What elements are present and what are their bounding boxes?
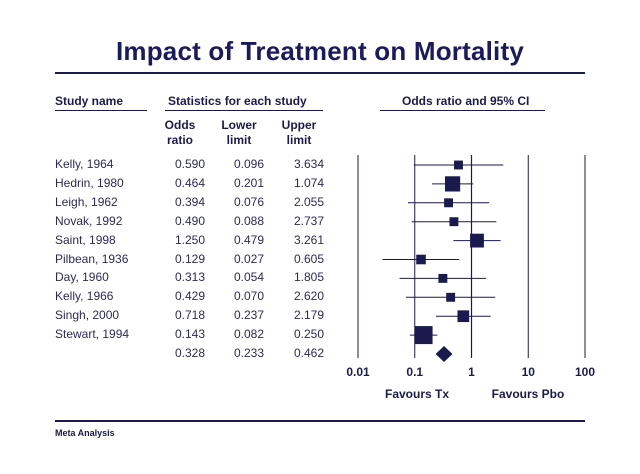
lower-limit-value: 0.088 — [233, 213, 264, 228]
lower-limit-value: 0.233 — [233, 346, 264, 360]
summary-row: 0.328 0.233 0.462 — [0, 346, 340, 365]
lower-limit-value: 0.076 — [233, 194, 264, 209]
study-name: Singh, 2000 — [55, 308, 120, 323]
col-header-odds-ratio-line2: ratio — [166, 133, 193, 147]
odds-ratio-value: 1.250 — [174, 232, 205, 247]
lower-limit-value: 0.054 — [233, 270, 264, 285]
study-row: Pilbean, 1936 0.129 0.027 0.605 — [0, 252, 340, 271]
lower-limit-value: 0.096 — [233, 157, 264, 171]
x-tick-label: 0.1 — [406, 365, 423, 379]
upper-limit-value: 2.179 — [293, 308, 324, 323]
point-estimate-marker — [454, 160, 463, 170]
odds-ratio-value: 0.143 — [174, 327, 205, 342]
x-tick-label: 100 — [575, 365, 595, 379]
point-estimate-marker — [444, 198, 453, 208]
study-name: Stewart, 1994 — [55, 327, 130, 342]
odds-ratio-value: 0.429 — [174, 289, 205, 304]
study-row: Saint, 1998 1.250 0.479 3.261 — [0, 233, 340, 252]
odds-ratio-value: 0.718 — [174, 308, 205, 323]
study-row: Hedrin, 1980 0.464 0.201 1.074 — [0, 176, 340, 195]
study-name: Day, 1960 — [55, 270, 109, 285]
x-tick-label: 1 — [468, 365, 475, 379]
point-estimate-marker — [444, 176, 461, 192]
upper-limit-value: 0.605 — [293, 251, 324, 266]
study-name: Hedrin, 1980 — [55, 175, 124, 190]
odds-ratio-value: 0.129 — [174, 251, 205, 266]
col-header-odds-ratio-line1: Odds — [164, 118, 196, 132]
study-row: Kelly, 1964 0.590 0.096 3.634 — [0, 157, 340, 176]
point-estimate-marker — [416, 254, 426, 265]
favours-pbo-label: Favours Pbo — [492, 387, 565, 401]
footer-label: Meta Analysis — [55, 428, 115, 438]
col-header-odds-ratio: Odds ratio — [155, 118, 205, 148]
footer-rule — [55, 420, 585, 422]
col-header-lower-limit: Lower limit — [214, 118, 264, 148]
lower-limit-value: 0.027 — [233, 251, 264, 266]
odds-ratio-value: 0.394 — [174, 194, 205, 209]
upper-limit-value: 1.805 — [293, 270, 324, 285]
point-estimate-marker — [457, 310, 470, 323]
upper-limit-value: 3.261 — [293, 232, 324, 247]
upper-limit-value: 0.462 — [293, 346, 324, 360]
study-name: Leigh, 1962 — [55, 194, 118, 209]
title-rule — [55, 72, 585, 74]
odds-ratio-value: 0.590 — [174, 157, 205, 171]
upper-limit-value: 2.737 — [293, 213, 324, 228]
study-row: Kelly, 1966 0.429 0.070 2.620 — [0, 289, 340, 308]
lower-limit-value: 0.082 — [233, 327, 264, 342]
study-name: Pilbean, 1936 — [55, 251, 129, 266]
lower-limit-value: 0.237 — [233, 308, 264, 323]
header-statistics: Statistics for each study — [168, 94, 307, 108]
study-name: Novak, 1992 — [55, 213, 123, 228]
header-study-name-underline — [55, 110, 147, 111]
odds-ratio-value: 0.313 — [174, 270, 205, 285]
study-row: Stewart, 1994 0.143 0.082 0.250 — [0, 327, 340, 346]
study-name: Kelly, 1966 — [55, 289, 114, 304]
header-plot: Odds ratio and 95% CI — [402, 94, 530, 108]
chart-title: Impact of Treatment on Mortality — [115, 36, 524, 66]
favours-tx-label: Favours Tx — [385, 387, 449, 401]
upper-limit-value: 3.634 — [293, 157, 324, 171]
header-study-name: Study name — [55, 94, 124, 108]
col-header-upper-limit-line2: limit — [286, 133, 312, 147]
upper-limit-value: 2.620 — [293, 289, 324, 304]
odds-ratio-value: 0.490 — [174, 213, 205, 228]
x-tick-label: 10 — [522, 365, 536, 379]
upper-limit-value: 2.055 — [293, 194, 324, 209]
study-row: Novak, 1992 0.490 0.088 2.737 — [0, 214, 340, 233]
upper-limit-value: 0.250 — [293, 327, 324, 342]
lower-limit-value: 0.479 — [233, 232, 264, 247]
study-row: Day, 1960 0.313 0.054 1.805 — [0, 270, 340, 289]
odds-ratio-value: 0.464 — [174, 175, 205, 190]
study-row: Leigh, 1962 0.394 0.076 2.055 — [0, 195, 340, 214]
lower-limit-value: 0.070 — [233, 289, 264, 304]
header-statistics-underline — [165, 110, 323, 111]
point-estimate-marker — [470, 233, 484, 248]
study-row: Singh, 2000 0.718 0.237 2.179 — [0, 308, 340, 327]
study-name: Kelly, 1964 — [55, 157, 114, 171]
col-header-upper-limit-line1: Upper — [281, 118, 317, 132]
col-header-lower-limit-line2: limit — [226, 133, 252, 147]
upper-limit-value: 1.074 — [293, 175, 324, 190]
point-estimate-marker — [446, 292, 456, 302]
x-tick-label: 0.01 — [346, 365, 370, 379]
point-estimate-marker — [449, 217, 459, 227]
summary-diamond — [435, 346, 453, 362]
odds-ratio-value: 0.328 — [174, 346, 205, 360]
study-name: Saint, 1998 — [55, 232, 116, 247]
header-plot-underline — [380, 110, 545, 111]
point-estimate-marker — [414, 326, 433, 345]
col-header-upper-limit: Upper limit — [274, 118, 324, 148]
lower-limit-value: 0.201 — [233, 175, 264, 190]
col-header-lower-limit-line1: Lower — [221, 118, 257, 132]
point-estimate-marker — [438, 273, 448, 283]
